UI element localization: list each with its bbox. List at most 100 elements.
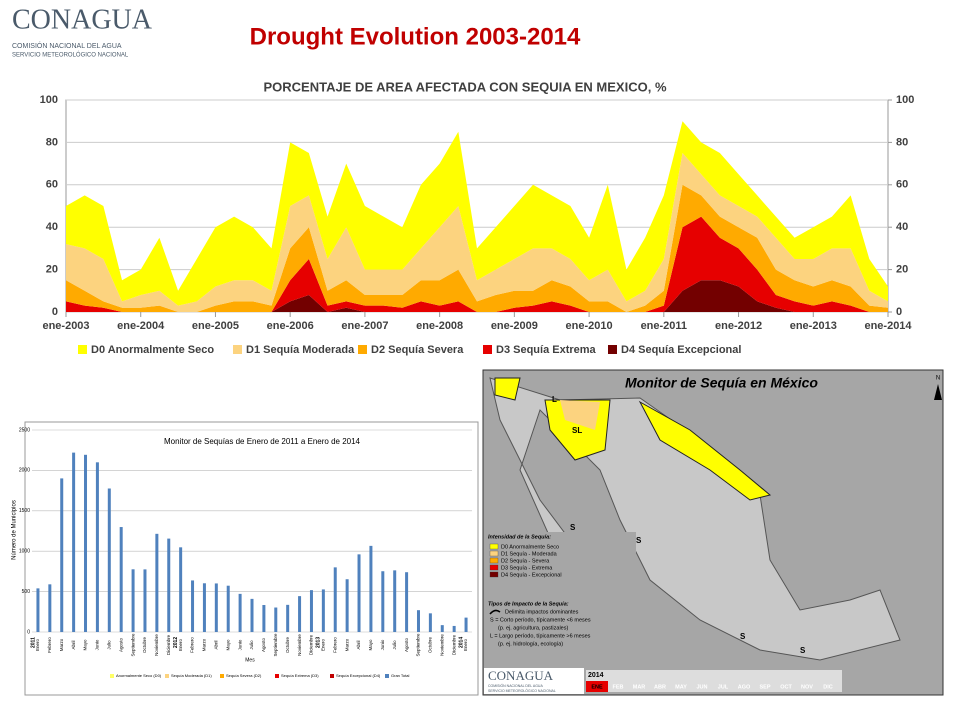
bar xyxy=(428,613,432,632)
logo: CONAGUA xyxy=(12,4,153,35)
x-tick-label: Julio xyxy=(106,640,111,650)
x-tick-label: Octubre xyxy=(285,637,290,654)
y-tick-label: 0 xyxy=(52,306,58,318)
bar xyxy=(119,527,123,632)
legend-swatch xyxy=(358,345,367,354)
month: JUN xyxy=(696,684,707,690)
x-tick-label: ene-2014 xyxy=(864,320,912,332)
map-panel: Monitor de Sequía en México N SL L S S S S Inten… xyxy=(482,369,944,696)
drought-zone xyxy=(494,377,521,401)
bar xyxy=(357,554,361,632)
x-tick-label: Marzo xyxy=(202,638,207,651)
x-tick-label: Octubre xyxy=(428,637,433,654)
legend-swatch xyxy=(385,674,389,678)
bar xyxy=(48,584,52,632)
x-tick-label: Febrero xyxy=(332,637,337,653)
month-bar xyxy=(586,670,842,692)
x-tick-label: ene-2008 xyxy=(416,320,463,332)
service: SERVICIO METEOROLÓGICO NACIONAL xyxy=(12,52,129,59)
chart-title: PORCENTAJE DE AREA AFECTADA CON SEQUIA E… xyxy=(263,79,666,94)
legend-swatch xyxy=(489,571,499,578)
x-tick-label: Agosto xyxy=(404,638,409,653)
area-chart: PORCENTAJE DE AREA AFECTADA CON SEQUIA E… xyxy=(40,79,915,355)
x-tick-label: ene-2013 xyxy=(790,320,837,332)
x-tick-label: ene-2004 xyxy=(117,320,165,332)
bar xyxy=(36,588,40,632)
north-arrow xyxy=(934,384,942,400)
bar xyxy=(381,571,385,632)
x-tick-label: Noviembre xyxy=(297,634,302,656)
legend-swatch xyxy=(233,345,242,354)
month: AGO xyxy=(738,684,751,690)
x-tick-label: Enero xyxy=(321,639,326,652)
area xyxy=(66,121,888,306)
map-label: S xyxy=(800,646,806,655)
impact-label: (p. ej. agricultura, pastizales) xyxy=(498,625,568,631)
bar xyxy=(286,604,290,632)
legend-label: D3 Sequía Extrema xyxy=(496,344,597,356)
month: ENE xyxy=(591,684,603,690)
month: OCT xyxy=(780,684,792,690)
bar xyxy=(167,538,171,632)
map-logo: CONAGUA xyxy=(488,668,554,683)
x-tick-label: Febrero xyxy=(190,637,195,653)
year-label: 2012 xyxy=(173,637,179,648)
bar xyxy=(107,488,111,632)
impact-label: Delimita impactos dominantes xyxy=(505,609,579,615)
y2-tick-label: 40 xyxy=(896,221,908,233)
legend-label: D1 Sequía Moderada xyxy=(246,344,355,356)
year-label: 2014 xyxy=(458,637,464,648)
bar xyxy=(309,590,313,632)
map-label: SL xyxy=(572,426,582,435)
y-tick-label: 20 xyxy=(46,264,58,276)
legend-swatch xyxy=(489,543,499,550)
current-month xyxy=(586,681,608,692)
legend-label: Gran Total xyxy=(391,673,409,678)
x-tick-label: ene-2011 xyxy=(641,320,687,332)
bar xyxy=(250,598,254,632)
legend-label: Sequía Excepcional (D4) xyxy=(336,673,381,678)
map-title: Monitor de Sequía en México xyxy=(625,375,818,391)
x-tick-label: Noviembre xyxy=(154,634,159,656)
bar xyxy=(369,545,373,632)
legend-label: D2 Sequía Severa xyxy=(371,344,464,356)
x-tick-label: Diciembre xyxy=(166,634,171,655)
bar xyxy=(60,478,64,632)
legend-swatch xyxy=(275,674,279,678)
legend-label: D4 Sequía - Excepcional xyxy=(501,572,562,578)
impact-label: L = Largo período, típicamente >6 meses xyxy=(490,633,591,639)
map-service: SERVICIO METEOROLÓGICO NACIONAL xyxy=(488,688,556,693)
org: COMISIÓN NACIONAL DEL AGUA xyxy=(12,41,122,50)
y-tick-label: 2000 xyxy=(19,468,30,474)
bar xyxy=(262,605,266,632)
y2-tick-label: 100 xyxy=(896,94,914,106)
x-tick-label: Mayo xyxy=(368,639,373,651)
y2-tick-label: 20 xyxy=(896,264,908,276)
y-tick-label: 2500 xyxy=(19,427,30,433)
x-tick-label: Enero xyxy=(463,639,468,652)
bar xyxy=(179,547,183,632)
x-tick-label: Septiembre xyxy=(273,633,278,657)
x-tick-label: Agosto xyxy=(118,638,123,653)
x-tick-label: ene-2006 xyxy=(267,320,314,332)
month: JUL xyxy=(718,684,729,690)
y-tick-label: 40 xyxy=(46,221,58,233)
x-tick-label: Diciembre xyxy=(451,634,456,655)
map-label: S xyxy=(740,632,746,641)
impact-title: Tipos de Impacto de la Sequía: xyxy=(488,601,569,607)
x-tick-label: Julio xyxy=(249,640,254,650)
y2-tick-label: 60 xyxy=(896,179,908,191)
x-label: Mes xyxy=(245,657,255,663)
x-tick-label: ene-2007 xyxy=(341,320,388,332)
bar xyxy=(155,533,159,632)
legend-label: Anormalmente Seco (D0) xyxy=(116,673,162,678)
x-tick-label: Junio xyxy=(237,639,242,650)
month: ABR xyxy=(654,684,666,690)
month: DIC xyxy=(823,684,833,690)
bar xyxy=(214,583,218,632)
x-tick-label: ene-2003 xyxy=(42,320,89,332)
x-tick-label: Octubre xyxy=(142,637,147,654)
y-label: Número de Municipios xyxy=(12,500,18,560)
legend-swatch xyxy=(608,345,617,354)
